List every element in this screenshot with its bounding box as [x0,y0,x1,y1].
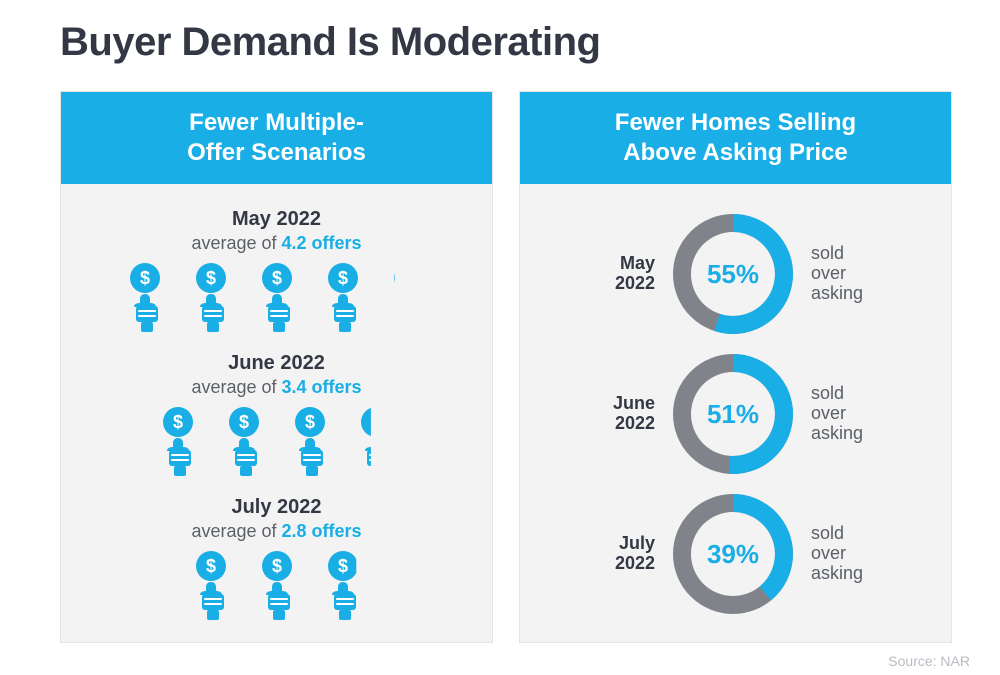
icons-row: $ $ $ [87,550,466,620]
panel-body-right: May 2022 55% sold over asking [520,184,951,642]
donut-row-may: May 2022 55% sold over asking [546,214,925,334]
panel-header-right-l1: Fewer Homes Selling [615,109,856,136]
donut-month-l1: May [620,253,655,273]
svg-text:$: $ [337,268,347,288]
footer: Source: NAR [0,653,1000,669]
donut-month: June 2022 [575,394,655,434]
donut-month: May 2022 [575,254,655,294]
offer-line: average of 3.4 offers [87,377,466,398]
offer-bid-icon: $ [320,550,366,620]
donut-row-july: July 2022 39% sold over asking [546,494,925,614]
offer-month: June 2022 [87,352,466,375]
svg-text:$: $ [205,268,215,288]
donut-label-l2: over [811,263,846,283]
footer-right: Source: NAR [888,653,970,669]
donut-label-l2: over [811,403,846,423]
svg-text:$: $ [238,412,248,432]
offer-prefix: average of [191,521,281,541]
donut-label-l2: over [811,543,846,563]
donut-label-l1: sold [811,243,844,263]
donut-label-l3: asking [811,563,863,583]
panel-above-asking: Fewer Homes Selling Above Asking Price M… [519,91,952,643]
offer-month: May 2022 [87,208,466,231]
donut-month-l2: 2022 [615,553,655,573]
panel-header-right: Fewer Homes Selling Above Asking Price [520,92,951,184]
offer-bid-icon: $ [122,262,168,332]
offer-month: July 2022 [87,496,466,519]
donut-pct: 51% [673,354,793,474]
donut-label: sold over asking [811,524,896,583]
offer-prefix: average of [191,233,281,253]
panels-row: Fewer Multiple- Offer Scenarios May 2022… [60,91,952,643]
panel-header-right-l2: Above Asking Price [623,139,848,166]
donut-label: sold over asking [811,384,896,443]
offer-suffix: offers [307,233,362,253]
donut-pct: 55% [673,214,793,334]
donut-month: July 2022 [575,534,655,574]
svg-text:$: $ [205,556,215,576]
panel-body-left: May 2022 average of 4.2 offers $ $ [61,184,492,634]
donut-label: sold over asking [811,244,896,303]
donut-month-l2: 2022 [615,273,655,293]
offer-line: average of 2.8 offers [87,521,466,542]
offer-bid-icon: $ [287,406,333,476]
offer-bid-icon: $ [155,406,201,476]
donut-label-l1: sold [811,383,844,403]
icons-row: $ $ $ [87,406,466,476]
offer-bid-icon: $ [254,550,300,620]
panel-multiple-offers: Fewer Multiple- Offer Scenarios May 2022… [60,91,493,643]
donut-label-l3: asking [811,423,863,443]
svg-text:$: $ [370,412,380,432]
panel-header-left-l2: Offer Scenarios [187,139,366,166]
panel-header-left: Fewer Multiple- Offer Scenarios [61,92,492,184]
svg-text:$: $ [403,268,413,288]
offer-suffix: offers [307,377,362,397]
icons-row: $ $ $ [87,262,466,332]
donut-chart: 55% [673,214,793,334]
donut-month-l1: June [613,393,655,413]
offer-value: 3.4 [282,377,307,397]
offer-bid-icon: $ [386,262,432,332]
offer-bid-icon: $ [320,262,366,332]
offer-bid-icon: $ [353,406,399,476]
panel-header-left-l1: Fewer Multiple- [189,109,364,136]
svg-text:$: $ [139,268,149,288]
offer-line: average of 4.2 offers [87,233,466,254]
svg-text:$: $ [337,556,347,576]
offer-value: 2.8 [282,521,307,541]
svg-text:$: $ [172,412,182,432]
offer-suffix: offers [307,521,362,541]
donut-chart: 39% [673,494,793,614]
donut-chart: 51% [673,354,793,474]
donut-pct: 39% [673,494,793,614]
donut-month-l1: July [619,533,655,553]
offer-value: 4.2 [282,233,307,253]
svg-text:$: $ [271,268,281,288]
offer-bid-icon: $ [254,262,300,332]
offer-bid-icon: $ [188,550,234,620]
donut-label-l1: sold [811,523,844,543]
offer-bid-icon: $ [188,262,234,332]
offer-prefix: average of [191,377,281,397]
offer-block-may: May 2022 average of 4.2 offers $ $ [87,208,466,332]
page-title: Buyer Demand Is Moderating [60,20,952,65]
donut-row-june: June 2022 51% sold over asking [546,354,925,474]
offer-bid-icon: $ [221,406,267,476]
offer-block-june: June 2022 average of 3.4 offers $ $ [87,352,466,476]
donut-label-l3: asking [811,283,863,303]
svg-text:$: $ [271,556,281,576]
svg-text:$: $ [304,412,314,432]
offer-block-july: July 2022 average of 2.8 offers $ $ [87,496,466,620]
donut-month-l2: 2022 [615,413,655,433]
